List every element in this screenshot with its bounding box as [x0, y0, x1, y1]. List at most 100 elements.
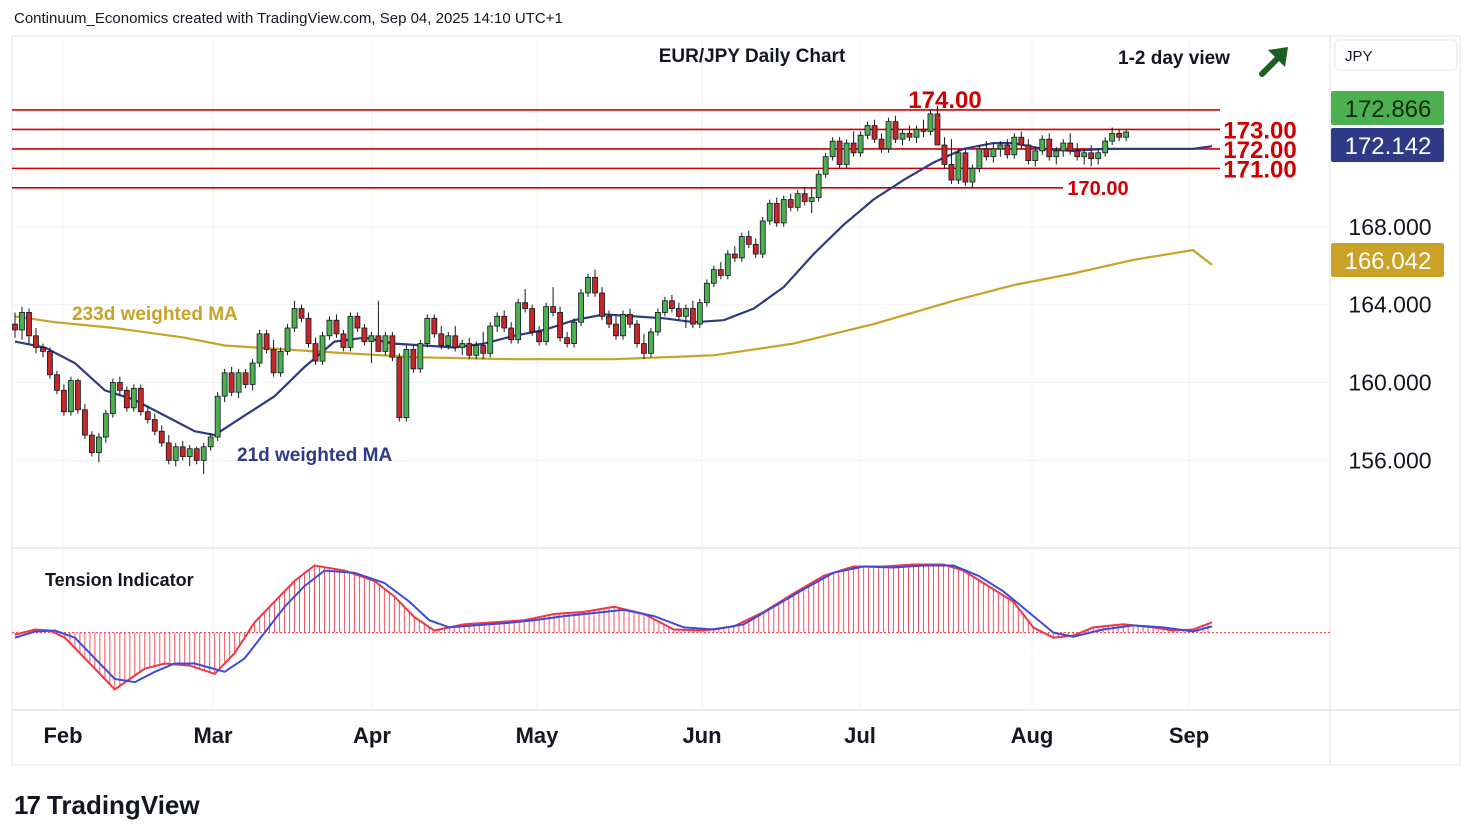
candle-body: [158, 430, 165, 444]
candle-body: [116, 382, 123, 391]
candle-body: [249, 362, 256, 385]
candle-body: [340, 333, 347, 348]
candle: [634, 320, 640, 348]
candle-body: [927, 113, 934, 132]
candle: [1081, 148, 1088, 165]
candle: [19, 306, 25, 340]
candle: [277, 347, 284, 377]
candle: [403, 345, 410, 422]
candle: [179, 440, 186, 461]
candle: [829, 137, 836, 161]
candle-body: [738, 236, 745, 259]
candle: [249, 359, 256, 391]
candle: [731, 246, 738, 262]
candle: [431, 314, 438, 338]
candle: [710, 265, 717, 288]
view-label: 1-2 day view: [1118, 48, 1230, 69]
candle: [948, 139, 955, 184]
candle-body: [480, 345, 487, 354]
candle-body: [689, 308, 696, 325]
candle-body: [389, 335, 396, 358]
candle-body: [61, 389, 67, 413]
candle-body: [934, 113, 941, 146]
candle-body: [529, 308, 536, 333]
candle: [263, 329, 270, 354]
candle-body: [815, 173, 822, 198]
candle: [214, 392, 221, 441]
candle: [689, 300, 696, 329]
candle-body: [144, 411, 151, 420]
candle-body: [396, 356, 403, 418]
candle: [298, 304, 305, 323]
candle: [655, 308, 661, 336]
currency-label: JPY: [1334, 39, 1458, 71]
candle: [270, 339, 277, 377]
x-tick-label: Jun: [682, 723, 721, 748]
candle-body: [990, 148, 997, 158]
candle-body: [291, 308, 298, 329]
candle-body: [207, 436, 214, 448]
candle: [186, 444, 193, 467]
candle-body: [319, 335, 326, 362]
candle-body: [1088, 152, 1095, 160]
currency-text: JPY: [1345, 48, 1373, 65]
candle: [207, 433, 214, 451]
candle-body: [794, 193, 801, 208]
candle: [228, 366, 235, 397]
candle-body: [592, 276, 598, 294]
candle: [375, 300, 382, 352]
candle: [109, 378, 116, 418]
candle-body: [857, 134, 864, 154]
candle: [123, 386, 130, 412]
candle: [801, 187, 808, 206]
tension-line-red: [14, 563, 1213, 691]
tradingview-logo[interactable]: 17 TradingView: [14, 790, 200, 821]
candle: [1004, 139, 1011, 159]
candle-body: [627, 313, 633, 325]
price-badge: 166.042: [1331, 243, 1444, 277]
candle: [976, 145, 983, 173]
candle: [641, 333, 647, 360]
candle-body: [494, 315, 501, 327]
candle: [33, 328, 39, 354]
candle: [326, 316, 333, 340]
candle: [417, 339, 424, 373]
candle-body: [466, 343, 473, 356]
candle-body: [277, 350, 284, 374]
candle: [578, 289, 584, 327]
chart-frame: [11, 35, 1461, 766]
candle-body: [123, 389, 130, 409]
candle: [389, 331, 396, 362]
candle-body: [19, 312, 25, 331]
candle-body: [822, 156, 829, 175]
candle: [871, 119, 878, 144]
candle-body: [515, 302, 522, 341]
candle-body: [403, 349, 410, 418]
candle: [459, 339, 466, 356]
candle-body: [1025, 144, 1032, 161]
candle-body: [836, 140, 843, 165]
candle-body: [263, 333, 270, 350]
candle-body: [312, 343, 319, 362]
candle: [571, 318, 577, 348]
candle: [543, 302, 550, 346]
candle: [585, 273, 591, 297]
axes: Feb Mar Apr May Jun Jul Aug Sep 168.000 164.000 16…: [43, 39, 1458, 748]
candle-body: [179, 446, 186, 457]
candle: [892, 115, 899, 144]
candle: [627, 308, 633, 329]
candle: [193, 446, 200, 465]
candle: [480, 331, 487, 360]
y-tick-label: 156.000: [1348, 447, 1431, 473]
candle-body: [228, 372, 235, 393]
candle-body: [410, 349, 417, 370]
candle: [850, 131, 857, 157]
candle-body: [669, 300, 675, 309]
candle: [319, 331, 326, 366]
candle: [130, 384, 137, 412]
candle-body: [599, 292, 605, 317]
candle-body: [74, 380, 81, 411]
candle: [410, 345, 417, 373]
candle-body: [12, 323, 18, 331]
